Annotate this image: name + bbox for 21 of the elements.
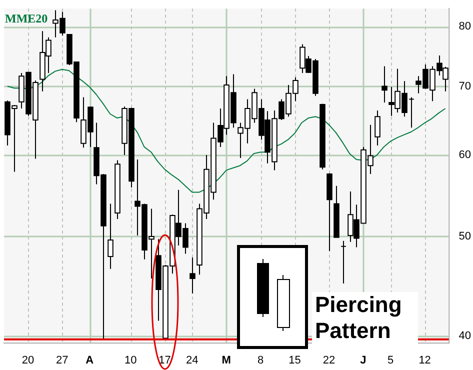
x-tick-label: 24	[186, 354, 198, 366]
x-tick-label: 10	[124, 354, 137, 366]
x-tick-label: 5	[388, 354, 394, 366]
y-tick-label: 70	[458, 80, 472, 92]
x-tick-label: 15	[288, 354, 301, 366]
y-tick-label: 80	[458, 20, 472, 33]
y-tick-label: 50	[458, 230, 472, 242]
x-tick-label: 8	[258, 354, 264, 366]
candlestick	[340, 240, 346, 284]
x-tick-label: 27	[56, 354, 68, 366]
x-tick-label: 12	[418, 354, 431, 366]
text: MME20	[5, 12, 48, 26]
x-tick-label: 22	[322, 354, 336, 366]
x-tick-label: J	[360, 354, 366, 366]
x-tick-label: 17	[158, 354, 171, 366]
annotation: Piercing Pattern	[312, 292, 418, 344]
y-tick-label: 60	[458, 149, 472, 162]
x-tick-label: 20	[22, 354, 34, 366]
y-tick-label: 40	[458, 330, 472, 342]
x-tick-label: M	[222, 354, 231, 366]
x-tick-label: A	[86, 354, 94, 366]
